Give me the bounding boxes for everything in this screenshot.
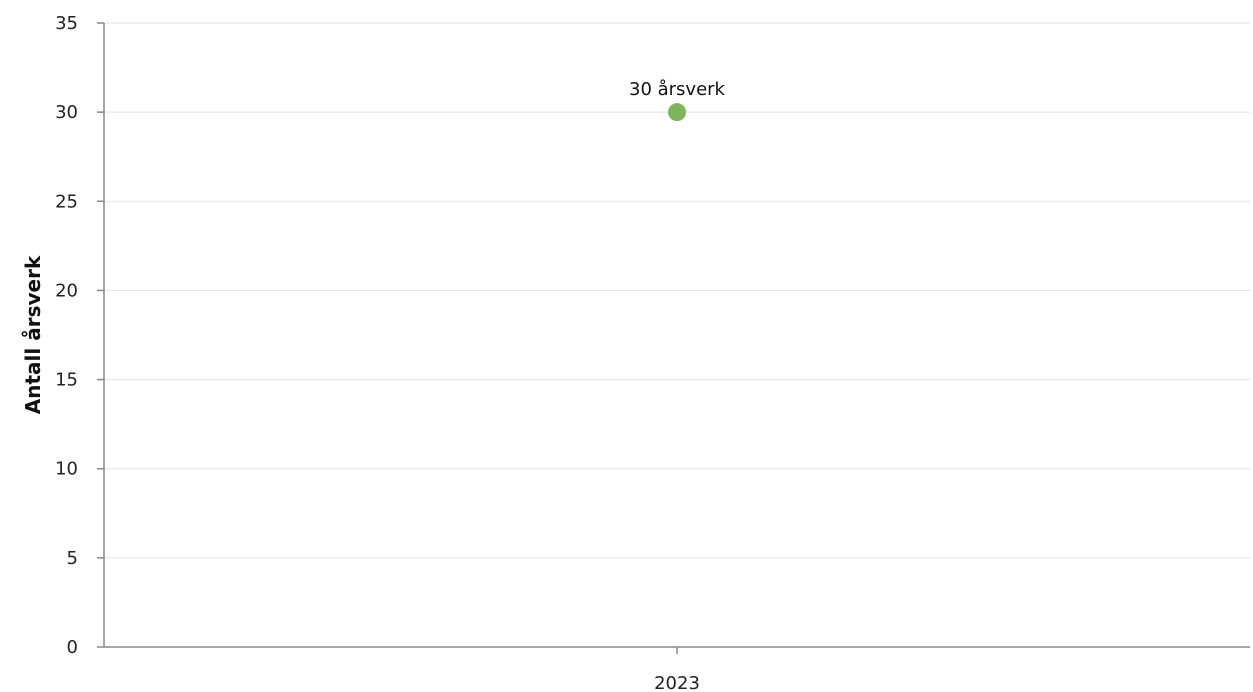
data-point (668, 103, 686, 122)
y-tick-label: 10 (55, 459, 78, 480)
y-tick-label: 20 (55, 280, 78, 301)
y-tick-label: 35 (55, 13, 78, 34)
x-tick-label: 2023 (654, 673, 700, 692)
y-tick-label: 30 (55, 102, 78, 123)
y-tick-label: 0 (67, 637, 78, 658)
y-tick-label: 15 (55, 370, 78, 391)
y-ticks: 0 5 10 15 20 25 30 35 (55, 13, 104, 658)
y-axis-title: Antall årsverk (21, 255, 45, 414)
data-points: 30 årsverk (629, 79, 726, 122)
y-tick-label: 5 (67, 548, 78, 569)
data-label: 30 årsverk (629, 79, 726, 100)
y-tick-label: 25 (55, 191, 78, 212)
x-ticks: 2023 (654, 647, 700, 692)
